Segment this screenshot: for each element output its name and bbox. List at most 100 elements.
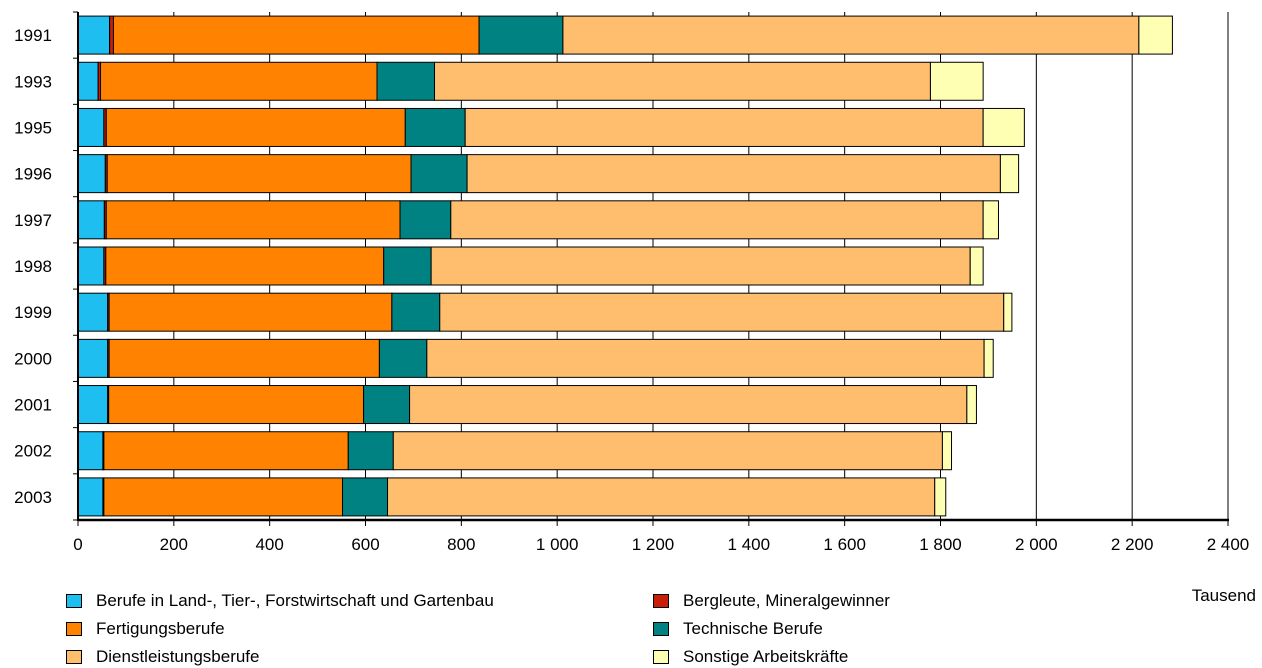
bar-segment	[112, 15, 480, 55]
bar-segment	[77, 477, 104, 517]
bar-segment	[363, 385, 411, 425]
bar-segment	[342, 477, 389, 517]
x-tick-label: 2 400	[1207, 535, 1250, 554]
legend-swatch	[66, 650, 82, 664]
bar-segment	[404, 107, 466, 147]
y-tick-label: 2002	[14, 442, 52, 461]
legend-swatch	[653, 594, 669, 608]
bar-segment	[464, 107, 984, 147]
bar-segment	[439, 292, 1005, 332]
legend-item-fertigung: Fertigungsberufe	[66, 618, 225, 640]
x-tick-label: 600	[351, 535, 379, 554]
bar-segment	[108, 292, 393, 332]
x-tick-label: 1 800	[919, 535, 962, 554]
bar-segment	[409, 385, 968, 425]
bar-segment	[383, 246, 432, 286]
bar-segment	[399, 200, 452, 240]
unit-label: Tausend	[1191, 586, 1256, 605]
bar-segment	[982, 200, 999, 240]
bar-segment	[426, 338, 985, 378]
bar-segment	[105, 200, 401, 240]
legend-item-land: Berufe in Land-, Tier-, Forstwirtschaft …	[66, 590, 494, 612]
bar-segment	[77, 154, 106, 194]
bar-segment	[1003, 292, 1013, 332]
bar-segment	[77, 246, 105, 286]
bar-segment	[77, 15, 111, 55]
bar-segment	[103, 431, 349, 471]
bar-segment	[430, 246, 971, 286]
legend-label: Technische Berufe	[683, 619, 823, 638]
y-tick-label: 2000	[14, 349, 52, 368]
y-tick-label: 2001	[14, 396, 52, 415]
legend-item-bergleute: Bergleute, Mineralgewinner	[653, 590, 890, 612]
bar-segment	[941, 431, 953, 471]
legend-item-technische: Technische Berufe	[653, 618, 823, 640]
bar-segment	[929, 61, 984, 101]
legend-swatch	[653, 622, 669, 636]
legend-label: Sonstige Arbeitskräfte	[683, 647, 849, 666]
bar-segment	[391, 292, 441, 332]
bar-segment	[109, 15, 114, 55]
bar-segment	[969, 246, 984, 286]
bar-segment	[466, 154, 1001, 194]
bar-segment	[434, 61, 931, 101]
bar-segment	[478, 15, 564, 55]
y-tick-label: 1995	[14, 118, 52, 137]
bar-segment	[982, 107, 1025, 147]
x-tick-label: 400	[255, 535, 283, 554]
bar-segment	[77, 200, 105, 240]
y-tick-label: 2003	[14, 488, 52, 507]
bar-segment	[347, 431, 394, 471]
legend-swatch	[66, 622, 82, 636]
bar-segment	[387, 477, 936, 517]
x-tick-label: 0	[73, 535, 82, 554]
bar-segment	[450, 200, 984, 240]
legend-item-sonstige: Sonstige Arbeitskräfte	[653, 646, 848, 668]
bar-segment	[77, 107, 105, 147]
x-tick-label: 1 200	[632, 535, 675, 554]
stacked-bar-chart: 1991199319951996199719981999200020012002…	[14, 11, 1249, 554]
y-tick-labels: 1991 1993 1995 1996 1997 1998 1999 2000 2001 2002…	[14, 26, 52, 507]
x-tick-label: 1 600	[823, 535, 866, 554]
legend-label: Bergleute, Mineralgewinner	[683, 591, 890, 610]
bar-segment	[410, 154, 468, 194]
y-tick-label: 1999	[14, 303, 52, 322]
bar-segment	[105, 246, 385, 286]
x-tick-label: 800	[447, 535, 475, 554]
bar-segment	[983, 338, 994, 378]
legend-label: Fertigungsberufe	[96, 619, 225, 638]
x-tick-label: 2 000	[1015, 535, 1058, 554]
bar-segment	[376, 61, 435, 101]
bars	[77, 15, 1173, 517]
bar-segment	[103, 477, 343, 517]
bar-segment	[77, 385, 109, 425]
x-tick-label: 2 200	[1111, 535, 1154, 554]
y-tick-label: 1998	[14, 257, 52, 276]
bar-segment	[1138, 15, 1173, 55]
x-tick-label: 1 000	[536, 535, 579, 554]
bar-segment	[108, 385, 365, 425]
bar-segment	[999, 154, 1020, 194]
x-tick-label: 1 400	[728, 535, 771, 554]
bar-segment	[934, 477, 947, 517]
y-tick-label: 1993	[14, 72, 52, 91]
bar-segment	[108, 338, 380, 378]
y-tick-label: 1991	[14, 26, 52, 45]
y-tick-label: 1996	[14, 165, 52, 184]
legend-swatch	[66, 594, 82, 608]
bar-segment	[100, 61, 378, 101]
axes	[73, 11, 1229, 526]
y-tick-label: 1997	[14, 211, 52, 230]
bar-segment	[77, 338, 109, 378]
bar-segment	[562, 15, 1140, 55]
x-tick-labels: 0 200 400 600 800 1 000 1 200 1 400 1 600 1 800 2 …	[73, 535, 1249, 554]
legend-label: Berufe in Land-, Tier-, Forstwirtschaft …	[96, 591, 494, 610]
bar-segment	[105, 107, 406, 147]
bar-segment	[77, 61, 99, 101]
bar-segment	[378, 338, 428, 378]
bar-segment	[77, 431, 104, 471]
legend-item-dienstleistung: Dienstleistungsberufe	[66, 646, 259, 668]
legend-swatch	[653, 650, 669, 664]
x-tick-label: 200	[160, 535, 188, 554]
bar-segment	[106, 154, 412, 194]
